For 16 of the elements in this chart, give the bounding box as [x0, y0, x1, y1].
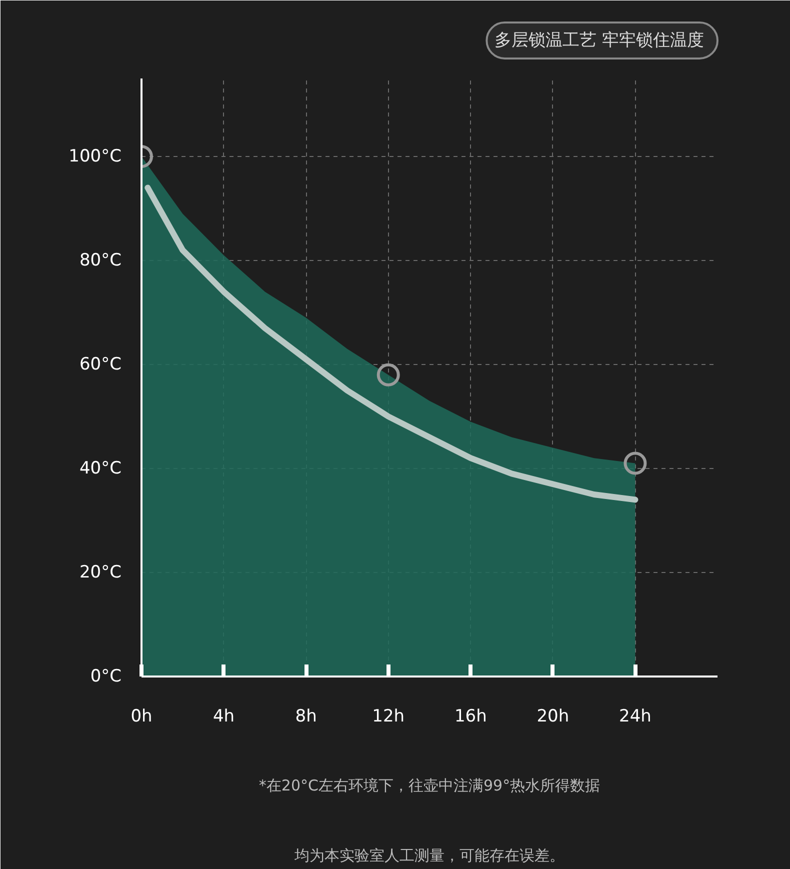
x-tick-label: 4h — [212, 706, 235, 726]
x-tick-label: 20h — [536, 706, 570, 726]
y-tick-label: 100°C — [68, 146, 122, 166]
text: 均为本实验室人工测量，可能存在误差。 — [294, 846, 564, 864]
y-tick-label: 20°C — [80, 562, 122, 582]
x-tick-label: 12h — [372, 706, 405, 726]
y-tick-label: 80°C — [80, 250, 122, 270]
chart-title: 多层锁温工艺 牢牢锁住温度 — [494, 30, 704, 50]
y-tick-label: 40°C — [80, 458, 122, 478]
text: *在20°C左右环境下，往壶中注满99°热水所得数据 — [258, 776, 600, 794]
x-tick-label: 0h — [130, 706, 152, 726]
x-tick-label: 24h — [619, 706, 652, 726]
x-tick-label: 8h — [295, 706, 317, 726]
x-tick-label: 16h — [454, 706, 487, 726]
y-tick-label: 60°C — [80, 354, 122, 374]
y-tick-label: 0°C — [90, 666, 122, 686]
